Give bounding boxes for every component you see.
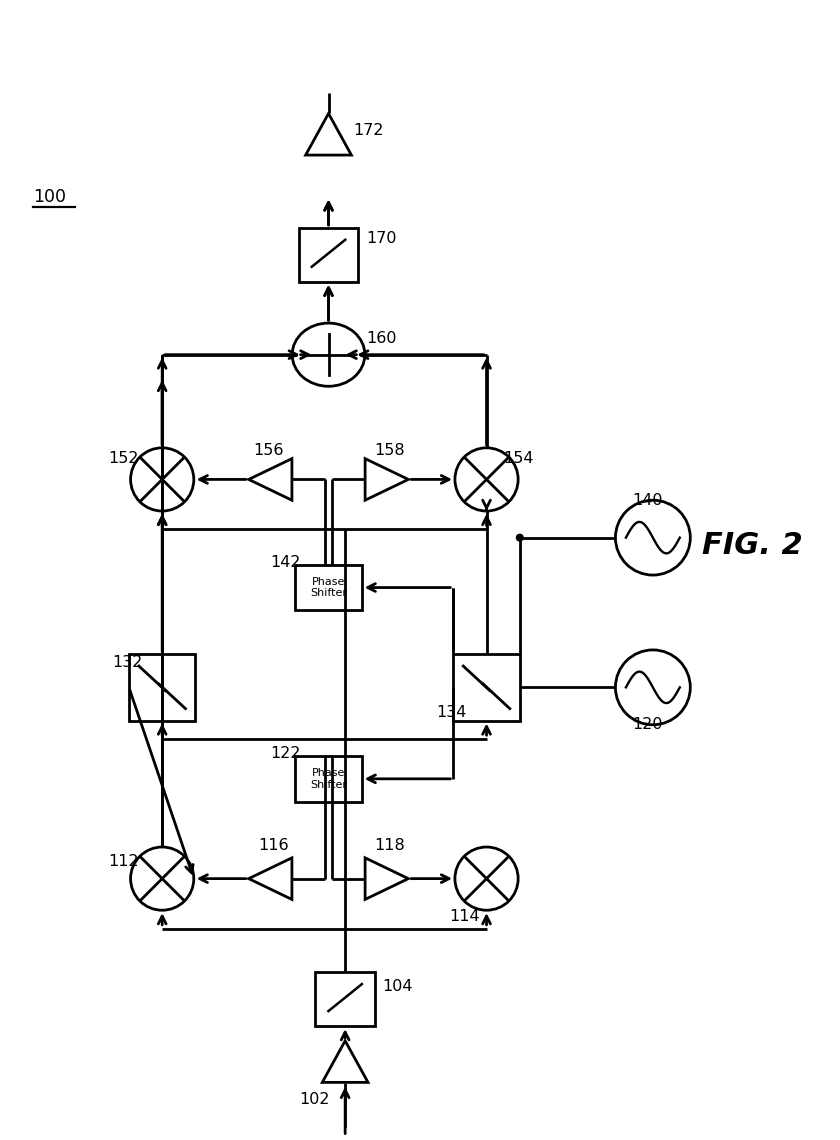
Circle shape xyxy=(517,535,523,542)
Text: 152: 152 xyxy=(108,451,139,466)
Text: 120: 120 xyxy=(632,717,663,732)
Text: 170: 170 xyxy=(366,230,396,246)
Text: 132: 132 xyxy=(113,654,143,670)
Text: 112: 112 xyxy=(108,855,139,870)
Text: 104: 104 xyxy=(382,979,413,994)
Text: 118: 118 xyxy=(375,838,405,853)
Text: 102: 102 xyxy=(299,1091,330,1107)
Text: 122: 122 xyxy=(270,747,301,762)
Bar xyxy=(454,654,520,720)
Bar xyxy=(298,228,359,282)
Text: Phase
Shifter: Phase Shifter xyxy=(310,768,347,790)
Text: 156: 156 xyxy=(254,442,284,458)
Text: 158: 158 xyxy=(375,442,405,458)
Bar xyxy=(129,654,196,720)
Bar xyxy=(295,564,362,610)
Text: 172: 172 xyxy=(354,123,384,138)
Text: 116: 116 xyxy=(258,838,288,853)
Text: 154: 154 xyxy=(503,451,533,466)
Text: 160: 160 xyxy=(366,331,396,345)
Bar xyxy=(295,756,362,801)
Text: Phase
Shifter: Phase Shifter xyxy=(310,577,347,598)
Text: 100: 100 xyxy=(34,188,66,205)
Text: 134: 134 xyxy=(437,705,467,719)
Text: FIG. 2: FIG. 2 xyxy=(702,531,803,561)
Text: 114: 114 xyxy=(449,909,480,923)
Text: 140: 140 xyxy=(632,492,663,507)
Text: 142: 142 xyxy=(270,555,301,570)
Bar xyxy=(315,972,375,1026)
